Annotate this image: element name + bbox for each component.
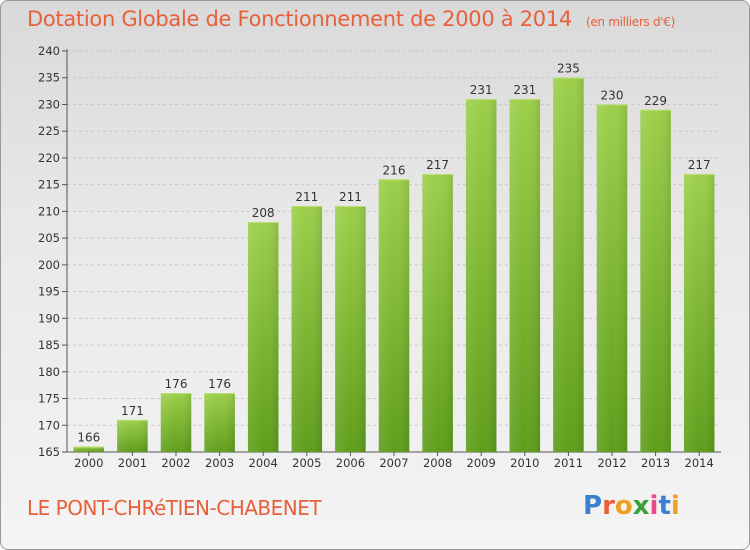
bar-shade	[117, 419, 148, 452]
value-label-2009: 231	[470, 83, 493, 97]
value-label-2003: 176	[208, 377, 231, 391]
unit-note: (en milliers d'€)	[585, 15, 675, 29]
y-tick-label: 220	[38, 151, 60, 165]
value-label-2008: 217	[426, 158, 449, 172]
y-tick-label: 240	[38, 44, 60, 58]
bar-shade	[640, 109, 671, 453]
bar-shade	[247, 222, 279, 452]
bar-shade	[335, 206, 366, 452]
value-label-2011: 235	[557, 62, 580, 76]
x-tick-label-2010: 2010	[510, 456, 539, 470]
bar-shade	[73, 446, 105, 452]
value-label-2014: 217	[688, 158, 711, 172]
bar-shade	[291, 206, 323, 452]
y-tick-label: 200	[38, 258, 60, 272]
bar-shade	[553, 77, 584, 452]
proxiti-logo: Proxiti	[583, 491, 680, 521]
x-tick-label-2005: 2005	[292, 456, 321, 470]
y-tick-label: 235	[38, 71, 60, 85]
value-label-2012: 230	[601, 88, 624, 102]
bar-shade	[596, 104, 628, 452]
y-tick-label: 210	[38, 204, 60, 218]
value-label-2000: 166	[77, 431, 100, 445]
y-tick-label: 180	[38, 365, 60, 379]
x-tick-label-2000: 2000	[74, 456, 103, 470]
value-label-2004: 208	[252, 206, 275, 220]
bar-shade	[378, 179, 410, 452]
y-tick-label: 195	[38, 285, 60, 299]
x-tick-label-2002: 2002	[161, 456, 190, 470]
bar-shade	[422, 173, 453, 452]
logo-letter: P	[583, 491, 603, 521]
y-tick-label: 175	[38, 392, 60, 406]
bar-shade	[509, 99, 541, 453]
x-tick-label-2003: 2003	[205, 456, 234, 470]
value-label-2001: 171	[121, 404, 144, 418]
municipality-name: LE PONT-CHRéTIEN-CHABENET	[27, 496, 322, 520]
value-label-2010: 231	[513, 83, 536, 97]
y-tick-label: 230	[38, 97, 60, 111]
value-label-2005: 211	[295, 190, 318, 204]
y-tick-label: 205	[38, 231, 60, 245]
x-tick-label-2013: 2013	[641, 456, 670, 470]
x-tick-label-2008: 2008	[423, 456, 452, 470]
y-tick-label: 225	[38, 124, 60, 138]
x-tick-label-2014: 2014	[685, 456, 714, 470]
bar-shade	[683, 173, 715, 452]
x-tick-label-2012: 2012	[597, 456, 626, 470]
x-tick-label-2011: 2011	[554, 456, 583, 470]
value-label-2002: 176	[165, 377, 188, 391]
x-tick-label-2007: 2007	[379, 456, 408, 470]
logo-letter: i	[649, 491, 659, 521]
value-label-2007: 216	[383, 163, 406, 177]
x-tick-label-2004: 2004	[249, 456, 278, 470]
bar-shade	[204, 393, 235, 452]
y-tick-label: 170	[38, 418, 60, 432]
chart-title: Dotation Globale de Fonctionnement de 20…	[27, 7, 675, 31]
value-label-2006: 211	[339, 190, 362, 204]
y-tick-label: 165	[38, 445, 60, 459]
logo-letter: x	[632, 491, 650, 521]
y-tick-label: 190	[38, 311, 60, 325]
logo-letter: t	[658, 491, 671, 521]
bar-shade	[465, 99, 497, 453]
logo-letter: o	[614, 491, 633, 521]
x-tick-label-2006: 2006	[336, 456, 365, 470]
y-tick-label: 185	[38, 338, 60, 352]
logo-letter: i	[670, 491, 680, 521]
bar-shade	[160, 393, 192, 452]
x-tick-label-2009: 2009	[467, 456, 496, 470]
y-tick-label: 215	[38, 178, 60, 192]
logo-letter: r	[602, 491, 615, 521]
value-label-2013: 229	[644, 94, 667, 108]
x-tick-label-2001: 2001	[118, 456, 147, 470]
